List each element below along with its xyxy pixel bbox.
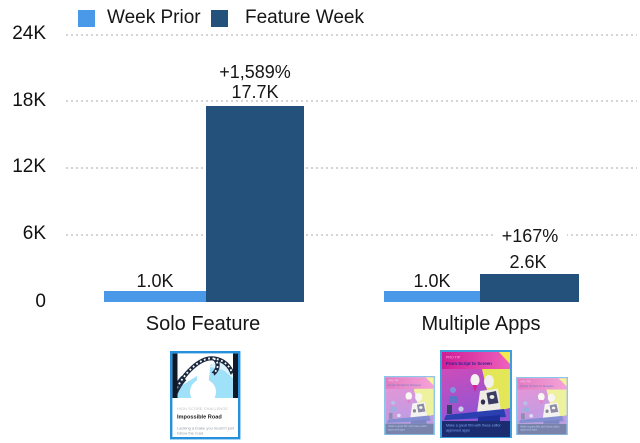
svg-text:Impossible Road: Impossible Road (177, 415, 222, 421)
svg-text:follow the road.: follow the road. (177, 431, 204, 436)
svg-text:HIGH SCORE CHALLENGE: HIGH SCORE CHALLENGE (177, 407, 228, 411)
svg-text:Lacking a brake you mustn't ju: Lacking a brake you mustn't just (177, 426, 235, 431)
